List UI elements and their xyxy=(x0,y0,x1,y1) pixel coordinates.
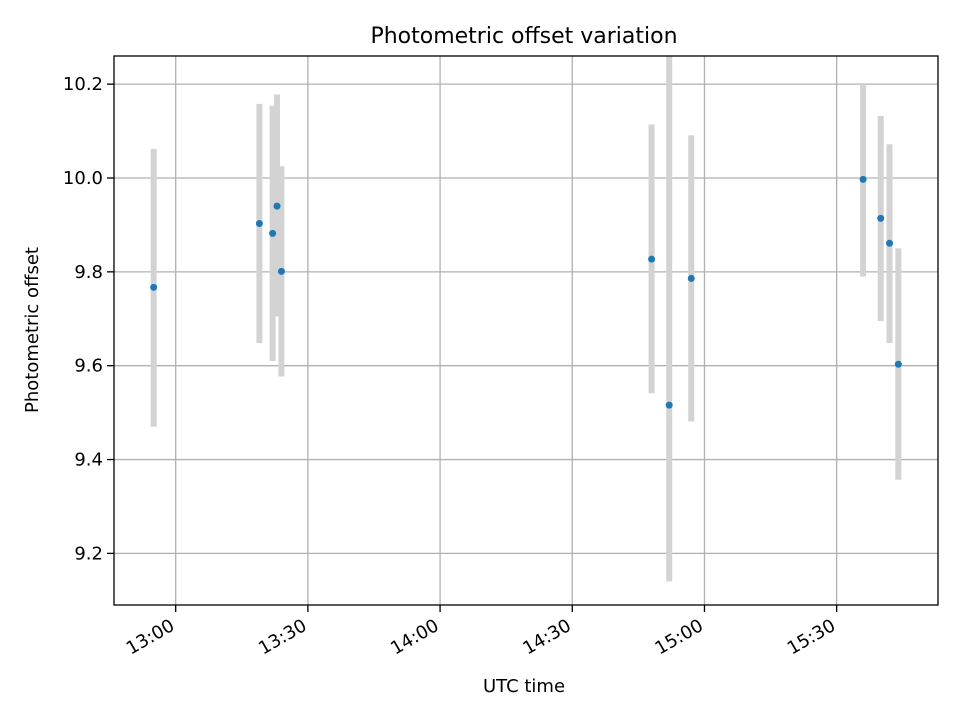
data-point xyxy=(886,239,894,247)
y-tick-label: 10.0 xyxy=(63,168,103,189)
data-point xyxy=(150,283,158,291)
plot-frame xyxy=(113,55,939,606)
data-point xyxy=(859,175,867,183)
data-point xyxy=(665,401,673,409)
y-tick-label: 10.2 xyxy=(63,74,103,95)
y-tick-label: 9.4 xyxy=(74,450,103,471)
data-point xyxy=(894,360,902,368)
data-point xyxy=(273,202,281,210)
data-point xyxy=(269,229,277,237)
y-tick-label: 9.2 xyxy=(74,543,103,564)
data-point xyxy=(255,220,263,228)
y-tick-label: 9.6 xyxy=(74,356,103,377)
grid xyxy=(114,56,938,605)
data-point xyxy=(277,267,285,275)
x-axis-label: UTC time xyxy=(483,676,565,697)
chart-title: Photometric offset variation xyxy=(370,24,677,49)
data-points xyxy=(150,175,902,409)
y-tick-label: 9.8 xyxy=(74,262,103,283)
y-axis-label: Photometric offset xyxy=(22,247,43,413)
data-point xyxy=(687,274,695,282)
data-point xyxy=(648,255,656,263)
data-point xyxy=(877,214,885,222)
